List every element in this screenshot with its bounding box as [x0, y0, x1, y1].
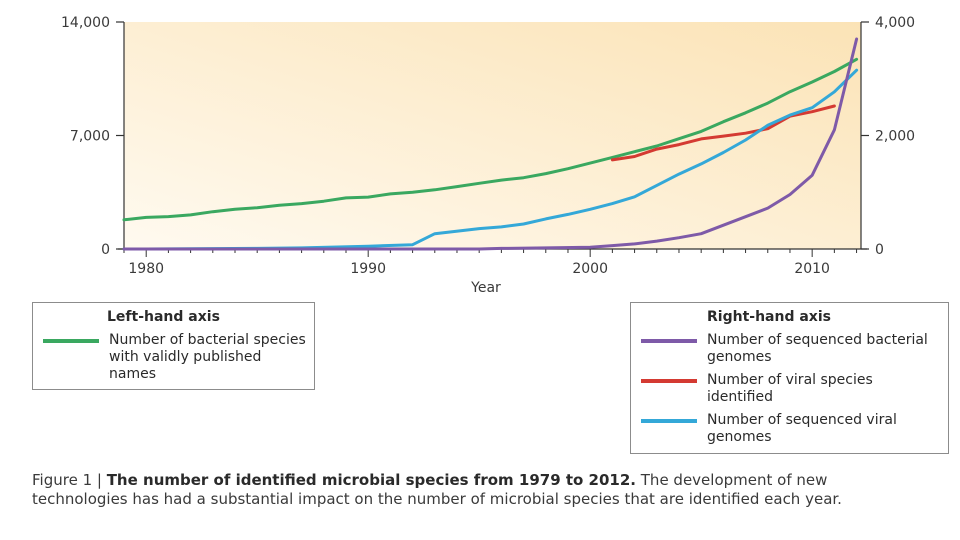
legend-right: Right-hand axis Number of sequenced bact…	[630, 302, 949, 454]
x-tick-label: 1980	[128, 261, 164, 277]
legend-item: Number of bacterial species with validly…	[43, 332, 309, 383]
caption-prefix: Figure 1 |	[32, 471, 107, 489]
right-tick-label: 0	[875, 242, 884, 258]
series-layer	[122, 37, 859, 251]
legend-swatch	[641, 379, 697, 383]
figure-caption: Figure 1 | The number of identified micr…	[32, 471, 912, 509]
left-tick-label: 0	[101, 242, 110, 258]
legend-label: Number of sequenced bacterial genomes	[707, 332, 928, 365]
left-tick-label: 7,000	[70, 129, 110, 145]
series-line-bacterial-species	[122, 57, 859, 222]
left-tick-label: 14,000	[61, 15, 110, 31]
legend-swatch	[641, 419, 697, 423]
legend-left-title: Left-hand axis	[107, 309, 220, 325]
legend-label: Number of viral species identified	[707, 372, 873, 405]
caption-body: The development of new technologies has …	[32, 471, 842, 508]
legend-label: Number of sequenced viral genomes	[707, 412, 897, 445]
series-line-bacterial-genomes	[122, 37, 859, 251]
x-axis-label: Year	[470, 280, 501, 296]
x-tick-label: 1990	[350, 261, 386, 277]
legend-item: Number of sequenced bacterial genomes	[641, 332, 939, 366]
legend-right-title: Right-hand axis	[707, 309, 831, 325]
legend-swatch	[641, 339, 697, 343]
series-line-viral-species	[610, 104, 836, 162]
right-tick-label: 2,000	[875, 129, 915, 145]
caption-title: The number of identified microbial speci…	[106, 471, 636, 489]
series-line-viral-genomes	[122, 68, 859, 251]
legend-label: Number of bacterial species with validly…	[109, 332, 306, 382]
x-tick-label: 2000	[572, 261, 608, 277]
legend-left: Left-hand axis Number of bacterial speci…	[32, 302, 315, 390]
right-tick-label: 4,000	[875, 15, 915, 31]
legend-item: Number of viral species identified	[641, 372, 939, 406]
x-tick-label: 2010	[794, 261, 830, 277]
legend-item: Number of sequenced viral genomes	[641, 412, 939, 446]
legend-swatch	[43, 339, 99, 343]
